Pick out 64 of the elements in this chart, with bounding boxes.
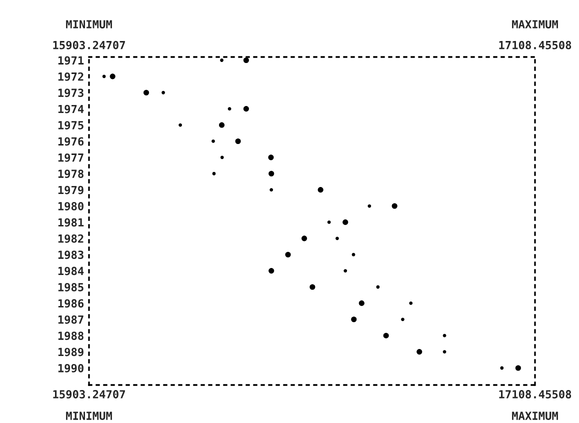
point bbox=[351, 316, 357, 322]
point bbox=[228, 107, 232, 111]
point bbox=[243, 57, 249, 64]
y-tick-label: 1977 bbox=[58, 153, 84, 162]
point bbox=[268, 170, 274, 176]
x2-tick-label: 17108.45508 bbox=[499, 390, 572, 398]
y-tick-label: 1975 bbox=[58, 121, 84, 130]
point bbox=[243, 106, 249, 112]
y-tick-label: 1978 bbox=[58, 170, 84, 178]
y-tick-label: 1987 bbox=[58, 315, 84, 324]
point bbox=[235, 138, 241, 144]
point bbox=[358, 300, 364, 306]
point bbox=[110, 74, 116, 80]
y-tick-label: 1983 bbox=[58, 250, 84, 260]
point bbox=[220, 58, 224, 62]
point bbox=[409, 302, 413, 305]
point bbox=[310, 284, 316, 290]
y-tick-label: 1971 bbox=[58, 56, 84, 65]
y-tick-label: 1972 bbox=[58, 72, 84, 81]
point bbox=[327, 220, 331, 224]
point bbox=[442, 350, 446, 354]
point bbox=[302, 236, 308, 242]
y-tick-label: 1974 bbox=[58, 104, 84, 114]
point bbox=[401, 318, 404, 322]
point bbox=[218, 122, 225, 128]
y-tick-label: 1976 bbox=[58, 137, 84, 146]
point bbox=[344, 269, 348, 273]
point bbox=[143, 90, 150, 96]
point bbox=[342, 219, 348, 225]
y-tick-label: 1985 bbox=[58, 282, 84, 292]
point bbox=[383, 332, 389, 338]
point bbox=[336, 236, 339, 240]
point bbox=[318, 187, 324, 193]
text: MAXIMUM bbox=[512, 20, 558, 28]
y-tick-label: 1979 bbox=[58, 186, 84, 194]
y-tick-label: 1981 bbox=[58, 218, 84, 227]
point bbox=[178, 123, 182, 127]
point bbox=[285, 252, 291, 258]
point bbox=[515, 365, 521, 371]
x2-tick-label: 15903.24707 bbox=[53, 390, 125, 399]
point bbox=[220, 156, 224, 160]
y-tick-label: 1973 bbox=[58, 88, 84, 98]
point bbox=[416, 349, 422, 355]
text: MINIMUM bbox=[66, 20, 112, 28]
point bbox=[212, 172, 216, 176]
point bbox=[442, 334, 446, 338]
point bbox=[162, 90, 165, 94]
point bbox=[212, 140, 215, 143]
text: MAXIMUM bbox=[512, 412, 558, 420]
y-tick-label: 1984 bbox=[58, 266, 84, 276]
y-tick-label: 1986 bbox=[58, 299, 84, 308]
text: MINIMUM bbox=[66, 412, 112, 420]
point bbox=[268, 154, 274, 160]
y-tick-label: 1988 bbox=[58, 332, 84, 340]
point bbox=[500, 366, 504, 370]
y-tick-label: 1989 bbox=[58, 348, 84, 356]
y-tick-label: 1980 bbox=[58, 202, 84, 210]
point bbox=[352, 252, 356, 256]
point bbox=[102, 74, 106, 78]
point bbox=[268, 268, 274, 274]
y-tick-label: 1990 bbox=[58, 364, 84, 372]
y-tick-label: 1982 bbox=[58, 234, 84, 243]
point bbox=[270, 188, 274, 192]
point bbox=[392, 203, 398, 209]
